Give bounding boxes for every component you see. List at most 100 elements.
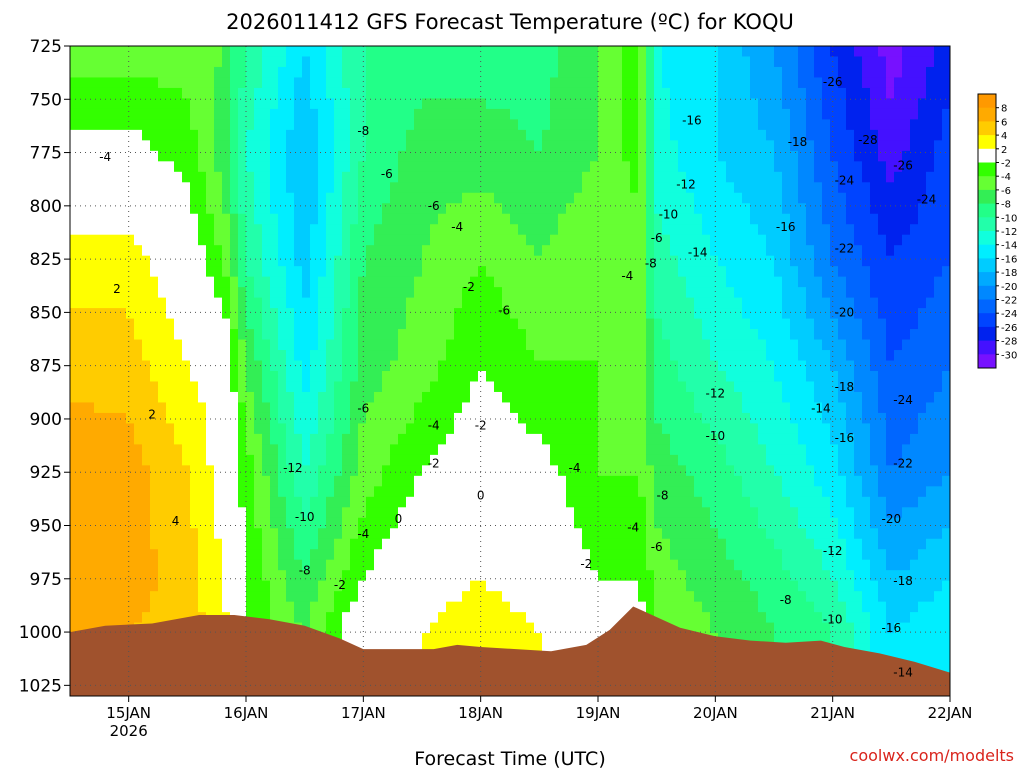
temperature-cell [606,570,615,582]
temperature-cell [102,77,111,89]
temperature-cell [222,56,231,68]
temperature-cell [550,433,559,445]
temperature-cell [182,591,191,603]
temperature-cell [630,308,639,320]
temperature-cell [686,245,695,257]
temperature-cell [670,87,679,100]
temperature-cell [166,56,175,68]
temperature-cell [510,538,519,550]
temperature-cell [286,318,295,330]
temperature-cell [190,412,199,425]
temperature-cell [286,528,295,540]
temperature-cell [142,486,151,498]
temperature-cell [494,87,503,100]
temperature-cell [630,46,639,58]
temperature-cell [558,98,567,110]
temperature-cell [262,140,271,152]
temperature-cell [438,622,447,634]
temperature-cell [486,433,495,445]
temperature-cell [334,255,343,267]
temperature-cell [582,633,591,645]
temperature-cell [286,381,295,393]
temperature-cell [614,66,623,79]
temperature-cell [246,56,255,68]
temperature-cell [390,381,399,393]
temperature-cell [630,381,639,393]
temperature-cell [534,161,543,173]
temperature-cell [494,528,503,540]
temperature-cell [166,140,175,152]
temperature-cell [230,580,239,592]
temperature-cell [134,108,143,120]
temperature-cell [294,601,303,613]
temperature-cell [70,475,79,487]
temperature-cell [382,570,391,582]
temperature-cell [134,412,143,425]
temperature-cell [278,360,287,372]
temperature-cell [470,486,479,498]
temperature-cell [438,371,447,383]
temperature-cell [182,98,191,110]
temperature-cell [438,391,447,404]
temperature-cell [318,161,327,173]
temperature-cell [430,580,439,592]
temperature-cell [326,87,335,100]
temperature-cell [678,517,687,529]
temperature-cell [198,486,207,498]
temperature-cell [542,381,551,393]
temperature-cell [662,350,671,362]
temperature-cell [230,66,239,79]
temperature-cell [174,538,183,550]
temperature-cell [254,318,263,330]
temperature-cell [174,213,183,225]
temperature-cell [694,486,703,498]
temperature-cell [118,87,127,100]
temperature-cell [206,601,215,613]
temperature-cell [150,203,159,215]
temperature-cell [582,465,591,477]
temperature-cell [566,454,575,466]
temperature-cell [598,129,607,141]
temperature-cell [286,46,295,58]
temperature-cell [86,182,95,194]
temperature-cell [94,465,103,477]
temperature-cell [270,580,279,592]
temperature-cell [334,234,343,246]
temperature-cell [238,391,247,404]
temperature-cell [230,192,239,204]
temperature-cell [446,245,455,257]
temperature-cell [702,77,711,89]
temperature-cell [222,591,231,603]
temperature-cell [406,66,415,79]
temperature-cell [102,423,111,435]
temperature-cell [358,412,367,425]
temperature-cell [462,266,471,278]
temperature-cell [262,360,271,372]
temperature-cell [310,412,319,425]
temperature-cell [598,423,607,435]
temperature-cell [278,391,287,404]
temperature-cell [566,87,575,100]
temperature-cell [662,412,671,425]
temperature-cell [486,591,495,603]
temperature-cell [430,465,439,477]
temperature-cell [686,486,695,498]
temperature-cell [318,591,327,603]
temperature-cell [574,339,583,351]
temperature-cell [182,318,191,330]
temperature-cell [606,192,615,204]
temperature-cell [494,475,503,487]
temperature-cell [446,150,455,162]
temperature-cell [526,507,535,519]
temperature-cell [462,98,471,110]
temperature-cell [246,391,255,404]
temperature-cell [350,234,359,246]
temperature-cell [606,486,615,498]
temperature-cell [462,287,471,299]
temperature-cell [678,192,687,204]
temperature-cell [374,360,383,372]
temperature-cell [526,538,535,550]
temperature-cell [206,171,215,183]
temperature-cell [614,129,623,141]
temperature-cell [310,329,319,341]
